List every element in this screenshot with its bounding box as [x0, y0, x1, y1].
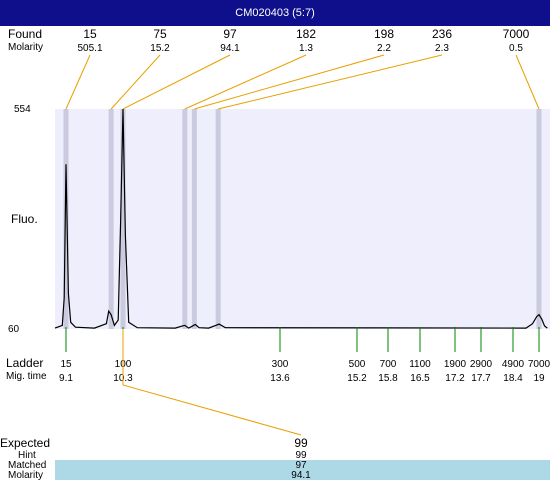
found-leader-line: [218, 54, 443, 110]
molarity-label: Molarity: [8, 42, 44, 53]
expected-leader-diagonal: [122, 384, 302, 436]
matched-label: Matched: [8, 460, 47, 471]
found-molarity-label: 2.2: [377, 43, 391, 54]
found-molarity-label: 2.3: [435, 43, 449, 54]
ladder-label: Ladder: [6, 356, 44, 370]
found-size-label: 236: [432, 27, 452, 41]
fluorescence-trace: [54, 108, 548, 329]
ladder-time-label: 13.6: [270, 373, 290, 384]
peak-band: [63, 109, 69, 329]
ladder-time-label: 18.4: [503, 373, 523, 384]
chart-title: CM020403 (5:7): [0, 0, 550, 26]
found-size-label: 182: [296, 27, 316, 41]
found-leader-line: [122, 54, 231, 110]
found-leader-line: [65, 54, 91, 110]
ladder-time-label: 15.8: [378, 373, 398, 384]
expected-label: Expected: [0, 436, 51, 450]
plot-area: [55, 109, 550, 329]
found-leader-line: [194, 54, 385, 110]
ladder-time-label: 15.2: [347, 373, 367, 384]
ladder-size-label: 300: [272, 359, 289, 370]
found-size-label: 7000: [503, 27, 530, 41]
ladder-size-label: 4900: [502, 359, 525, 370]
peak-band: [108, 109, 114, 329]
matched-band: [55, 460, 550, 470]
ladder-size-label: 15: [60, 359, 72, 370]
hint-label: Hint: [18, 450, 36, 461]
y-tick-top: 554: [14, 104, 31, 115]
peak-band: [191, 109, 197, 329]
found-molarity-label: 0.5: [509, 43, 523, 54]
ladder-size-label: 500: [349, 359, 366, 370]
ladder-size-label: 7000: [528, 359, 550, 370]
expected-value: 99: [294, 436, 308, 450]
found-size-label: 15: [83, 27, 97, 41]
matched-value: 97: [295, 460, 307, 471]
ladder-time-label: 16.5: [410, 373, 430, 384]
found-molarity-label: 94.1: [220, 43, 240, 54]
hint-value: 99: [295, 450, 307, 461]
peak-band: [215, 109, 221, 329]
found-leader-line: [110, 54, 161, 110]
y-tick-bottom: 60: [8, 324, 20, 335]
peak-band: [120, 109, 126, 329]
ladder-size-label: 700: [380, 359, 397, 370]
y-axis-label: Fluo.: [11, 212, 38, 226]
mig-time-label: Mig. time: [6, 371, 47, 382]
ladder-size-label: 2900: [470, 359, 493, 370]
ladder-time-label: 17.7: [471, 373, 491, 384]
peak-band: [536, 109, 542, 329]
found-size-label: 198: [374, 27, 394, 41]
found-label: Found: [8, 27, 43, 41]
found-molarity-label: 505.1: [77, 43, 102, 54]
ladder-size-label: 1100: [409, 359, 431, 370]
ladder-time-label: 19: [533, 373, 545, 384]
ladder-size-label: 1900: [444, 359, 467, 370]
found-leader-line: [184, 54, 307, 110]
ladder-time-label: 17.2: [445, 373, 465, 384]
found-size-label: 97: [223, 27, 237, 41]
molarity-value: 94.1: [291, 470, 311, 481]
peak-band: [182, 109, 188, 329]
found-molarity-label: 1.3: [299, 43, 313, 54]
molarity-bottom-label: Molarity: [8, 470, 44, 481]
found-size-label: 75: [153, 27, 167, 41]
ladder-time-label: 9.1: [59, 373, 73, 384]
molarity-band: [55, 470, 550, 480]
found-leader-line: [515, 54, 540, 110]
found-molarity-label: 15.2: [150, 43, 170, 54]
